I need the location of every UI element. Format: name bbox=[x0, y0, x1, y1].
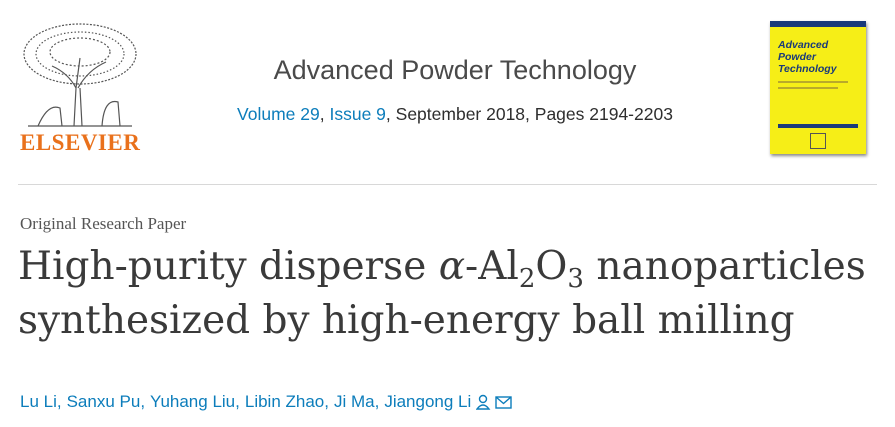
author-link[interactable]: Libin Zhao, bbox=[244, 392, 329, 411]
issue-details: , September 2018, Pages 2194-2203 bbox=[385, 104, 673, 124]
author-icons[interactable] bbox=[476, 394, 514, 410]
separator: , bbox=[319, 104, 330, 124]
cover-band bbox=[770, 21, 866, 27]
title-text: -Al bbox=[465, 244, 519, 289]
publisher-logo-text: ELSEVIER bbox=[20, 130, 141, 155]
author-link[interactable]: Jiangong Li bbox=[384, 392, 472, 411]
author-link[interactable]: Ji Ma, bbox=[333, 392, 380, 411]
author-list: Lu Li, Sanxu Pu, Yuhang Liu, Libin Zhao, Ji … bbox=[20, 392, 514, 412]
title-text: High-purity disperse bbox=[18, 244, 439, 289]
cover-logo bbox=[810, 133, 826, 149]
cover-band bbox=[778, 124, 858, 128]
elsevier-tree-logo bbox=[23, 23, 137, 127]
title-subscript: 2 bbox=[518, 264, 536, 294]
title-text: O bbox=[535, 244, 568, 289]
issue-link[interactable]: Issue 9 bbox=[329, 104, 386, 124]
title-symbol: α bbox=[438, 244, 466, 289]
author-link[interactable]: Lu Li, bbox=[20, 392, 62, 411]
article-title: High-purity disperse α-Al2O3 nanoparticl… bbox=[18, 240, 888, 348]
issue-info: Volume 29, Issue 9, September 2018, Page… bbox=[160, 104, 750, 125]
title-subscript: 3 bbox=[567, 264, 584, 294]
article-type: Original Research Paper bbox=[20, 214, 187, 233]
title-text: synthesized by high-energy ball milling bbox=[18, 298, 795, 343]
journal-cover[interactable]: Advanced Powder Technology bbox=[770, 21, 866, 154]
author-link[interactable]: Yuhang Liu, bbox=[150, 392, 240, 411]
volume-link[interactable]: Volume 29 bbox=[237, 104, 320, 124]
title-text: nanoparticles bbox=[583, 244, 866, 289]
divider bbox=[18, 184, 877, 185]
journal-title[interactable]: Advanced Powder Technology bbox=[273, 55, 637, 85]
cover-line bbox=[778, 87, 838, 89]
author-link[interactable]: Sanxu Pu, bbox=[66, 392, 146, 411]
cover-line bbox=[778, 81, 848, 83]
cover-title: Advanced Powder Technology bbox=[778, 39, 837, 75]
